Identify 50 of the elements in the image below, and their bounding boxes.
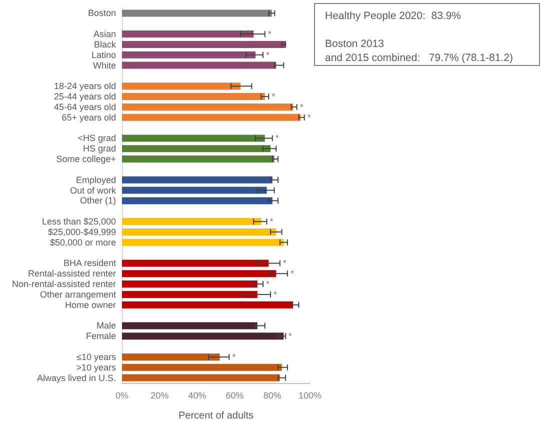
annotation: * (232, 352, 236, 362)
y-tick-label: >10 years (76, 362, 116, 372)
y-tick-label: Some college+ (56, 154, 116, 164)
y-tick-label: Out of work (70, 185, 116, 196)
y-tick-label: ≤10 years (76, 352, 116, 362)
text: Boston 2013 and 2015 combined: 79.7% (78.1-81.2) (325, 38, 513, 64)
y-tick-label: Asian (93, 29, 116, 40)
text: Healthy People 2020: 83.9% (325, 10, 462, 22)
annotation: * (290, 268, 294, 279)
annotation: * (300, 102, 304, 112)
y-tick-label: 65+ years old (62, 112, 116, 122)
x-axis-title: Percent of adults (178, 410, 254, 422)
y-tick-label: HS grad (82, 144, 116, 154)
annotation: * (266, 279, 270, 290)
x-tick-label: 60% (226, 390, 244, 400)
y-tick-label: Black (94, 39, 116, 50)
annotation: * (282, 258, 287, 268)
x-tick-label: 100% (298, 390, 322, 400)
y-tick-label: 45-64 years old (54, 102, 116, 112)
annotation: * (266, 50, 270, 60)
y-tick-label: Latino (91, 50, 116, 60)
y-tick-label: Other arrangement (40, 289, 116, 300)
annotation: * (275, 133, 280, 144)
y-tick-label: 25-44 years old (54, 92, 116, 102)
y-tick-label: Other (1) (80, 196, 116, 206)
y-tick-label: 18-24 years old (54, 81, 116, 92)
annotation: * (274, 289, 278, 300)
y-tick-label: BHA resident (63, 258, 116, 268)
y-tick-label: $25,000-$49,999 (48, 226, 116, 237)
y-tick-label: Boston (88, 8, 116, 18)
x-tick-label: 80% (263, 390, 282, 400)
y-tick-label: Male (96, 320, 116, 331)
y-tick-label: Non-rental-assisted renter (12, 279, 116, 290)
annotation: * (268, 29, 272, 40)
y-tick-label: Less than $25,000 (42, 216, 116, 227)
x-tick-label: 40% (188, 390, 206, 400)
annotation: * (270, 216, 274, 227)
x-tick-label: 20% (150, 390, 169, 400)
y-tick-label: Home owner (64, 300, 116, 310)
y-tick-label: Employed (76, 174, 116, 185)
y-tick-label: $50,000 or more (50, 237, 116, 248)
y-tick-label: Female (86, 331, 116, 342)
annotation: * (307, 112, 312, 122)
y-tick-label: <HS grad (78, 133, 116, 144)
annotation: * (288, 331, 293, 342)
y-tick-label: Rental-assisted renter (28, 268, 116, 279)
y-tick-label: Always lived in U.S. (36, 372, 116, 383)
annotation: * (272, 92, 276, 102)
x-tick-label: 0% (115, 390, 129, 400)
y-tick-label: White (92, 60, 116, 70)
